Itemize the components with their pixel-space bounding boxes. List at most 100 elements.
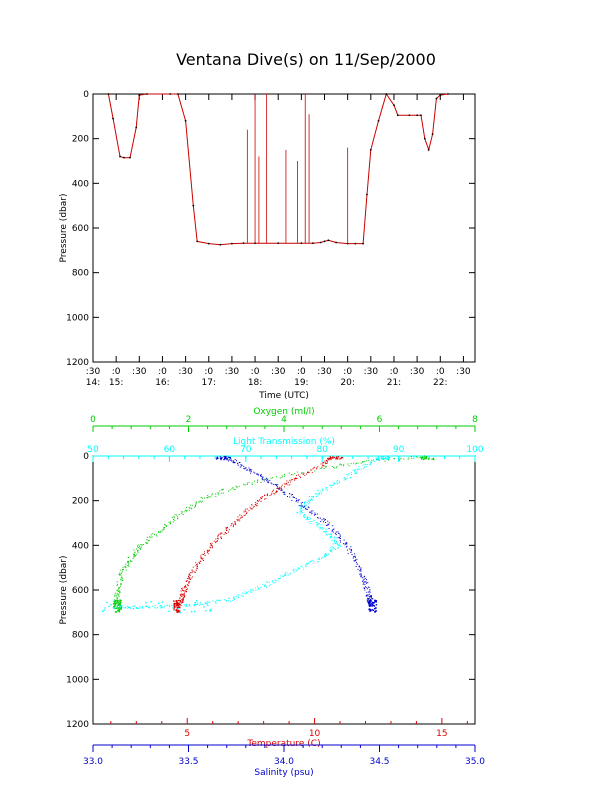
light_transmission-point — [314, 493, 316, 495]
light_transmission-point — [172, 605, 174, 607]
oxygen-point — [115, 601, 116, 602]
light_transmission-point — [337, 547, 339, 549]
salinity-point — [231, 460, 232, 462]
light_transmission-point — [252, 590, 254, 591]
temperature-point — [217, 538, 219, 540]
oxygen-point — [119, 604, 122, 606]
salinity-point — [236, 460, 237, 462]
light_transmission-point — [233, 596, 235, 598]
x-tick-label: :0 — [158, 367, 167, 377]
oxygen-point — [198, 501, 200, 503]
salinity-point — [368, 593, 370, 595]
oxygen-point — [120, 601, 122, 604]
temperature-point — [178, 603, 180, 605]
oxygen-point — [164, 524, 166, 526]
temperature-point — [292, 479, 294, 481]
temperature-point — [182, 587, 184, 589]
light_transmission-point — [330, 486, 332, 488]
temperature-point — [179, 601, 181, 603]
oxygen-point — [126, 560, 128, 562]
oxygen-point — [134, 555, 136, 557]
temperature-point — [173, 608, 175, 610]
light_transmission-point — [267, 582, 268, 583]
oxygen-point — [339, 463, 341, 465]
temperature-point — [200, 555, 202, 557]
temperature-point — [217, 534, 219, 536]
salinity-point — [369, 591, 371, 593]
temperature-point — [239, 520, 241, 522]
temperature-point — [180, 595, 181, 597]
temperature-point — [307, 472, 309, 474]
oxygen-point — [200, 497, 202, 498]
salinity-point — [324, 519, 326, 520]
salinity-point — [367, 594, 369, 596]
salinity-point — [370, 599, 372, 601]
temperature-point — [180, 602, 182, 604]
salinity-point — [284, 491, 286, 493]
salinity-point — [354, 556, 356, 558]
oxygen-point — [120, 606, 123, 608]
light_transmission-point — [331, 536, 333, 538]
y-axis-label: Pressure (dbar) — [59, 194, 69, 263]
light_transmission-point — [145, 601, 147, 604]
oxygen-point — [119, 591, 121, 593]
light_transmission-point — [304, 514, 306, 516]
salinity-point — [372, 603, 374, 605]
salinity-point — [224, 456, 226, 458]
temperature-point — [250, 508, 252, 510]
x-hour-label: 14: — [86, 378, 100, 388]
light_transmission-point — [373, 461, 375, 462]
temperature-point — [183, 590, 185, 592]
x-tick-label: :30 — [132, 367, 147, 377]
oxygen-point — [116, 599, 118, 601]
light_transmission-point — [285, 574, 287, 576]
temperature-point — [196, 565, 198, 567]
temperature-point — [246, 512, 248, 514]
salinity-point — [312, 510, 314, 512]
oxygen-point — [133, 553, 134, 555]
light_transmission-point — [206, 603, 208, 605]
depth-point — [138, 94, 141, 97]
temperature-point — [193, 571, 195, 573]
light_transmission-point — [358, 466, 360, 468]
temperature-point — [215, 542, 217, 544]
oxygen-point — [364, 461, 366, 462]
light_transmission-point — [190, 611, 193, 613]
y-tick-label: 400 — [72, 541, 89, 551]
light_transmission-point — [329, 484, 331, 486]
light_transmission-point — [188, 603, 190, 605]
depth-point — [408, 114, 411, 117]
light_transmission-point — [135, 607, 137, 609]
oxygen-point — [133, 556, 135, 558]
light_transmission-point — [343, 479, 345, 481]
temperature-point — [188, 573, 190, 575]
salinity-point — [326, 524, 328, 526]
light_transmission-point — [305, 565, 307, 567]
salinity-point — [228, 458, 230, 460]
temperature-point — [185, 581, 187, 582]
temperature-point — [177, 609, 179, 612]
salinity-point — [372, 598, 374, 600]
oxygen-point — [420, 456, 421, 458]
light_transmission-point — [372, 460, 374, 462]
light_transmission-point — [318, 557, 320, 559]
temperature-point — [259, 499, 260, 501]
temperature-point — [287, 484, 289, 486]
light_transmission-point — [333, 539, 335, 541]
light_transmission-point — [189, 605, 191, 607]
temperature-point — [329, 457, 331, 460]
oxygen-point — [294, 472, 296, 474]
salinity-point — [253, 471, 255, 473]
oxygen-point — [146, 536, 148, 538]
light_transmission-point — [330, 549, 332, 551]
temperature-point — [215, 541, 217, 543]
light_transmission-point — [148, 605, 150, 607]
light_transmission-point — [327, 533, 329, 535]
oxygen-point — [119, 600, 121, 602]
salinity-point — [370, 595, 372, 597]
temperature-point — [192, 566, 194, 568]
salinity-tick-label: 33.5 — [178, 757, 198, 767]
salinity-point — [276, 486, 278, 488]
oxygen-point — [360, 462, 362, 464]
temperature-point — [207, 551, 209, 552]
